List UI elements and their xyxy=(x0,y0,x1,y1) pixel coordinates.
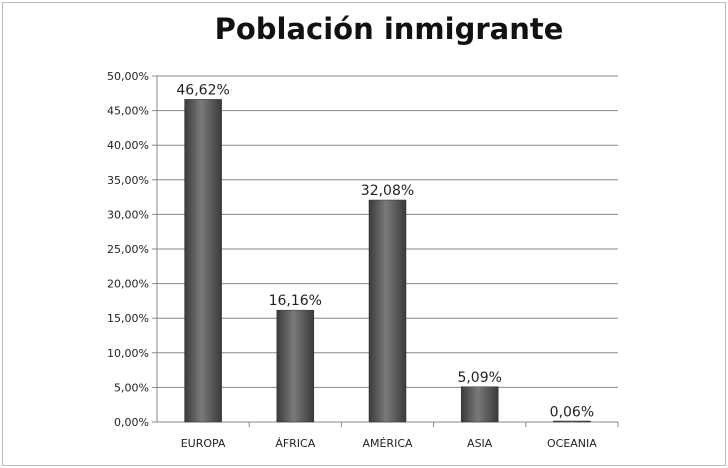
x-category-label: AMÉRICA xyxy=(362,437,413,450)
data-label: 5,09% xyxy=(457,370,501,386)
y-tick-label: 25,00% xyxy=(107,243,149,256)
data-label: 32,08% xyxy=(361,183,414,199)
y-tick-label: 30,00% xyxy=(107,208,149,221)
data-label: 0,06% xyxy=(550,405,594,421)
chart-title: Población inmigrante xyxy=(214,12,564,46)
bar-américa xyxy=(368,199,407,423)
x-category-label: ASIA xyxy=(467,437,493,450)
bar-oceania xyxy=(553,420,591,423)
y-tick-label: 40,00% xyxy=(107,139,149,152)
x-category-label: ÁFRICA xyxy=(275,437,315,450)
x-category-label: OCEANIA xyxy=(547,437,597,450)
y-tick-label: 45,00% xyxy=(107,105,149,118)
bar-asia xyxy=(460,386,499,423)
bar-áfrica xyxy=(276,309,315,423)
y-tick-label: 50,00% xyxy=(107,70,149,83)
x-category-label: EUROPA xyxy=(181,437,226,450)
y-tick-label: 20,00% xyxy=(107,278,149,291)
y-tick-label: 10,00% xyxy=(107,347,149,360)
y-tick-label: 5,00% xyxy=(114,381,149,394)
y-tick-label: 35,00% xyxy=(107,174,149,187)
data-label: 16,16% xyxy=(269,293,322,309)
y-tick-label: 0,00% xyxy=(114,416,149,429)
y-tick-label: 15,00% xyxy=(107,312,149,325)
bar-europa xyxy=(184,99,222,423)
data-label: 46,62% xyxy=(176,82,229,98)
